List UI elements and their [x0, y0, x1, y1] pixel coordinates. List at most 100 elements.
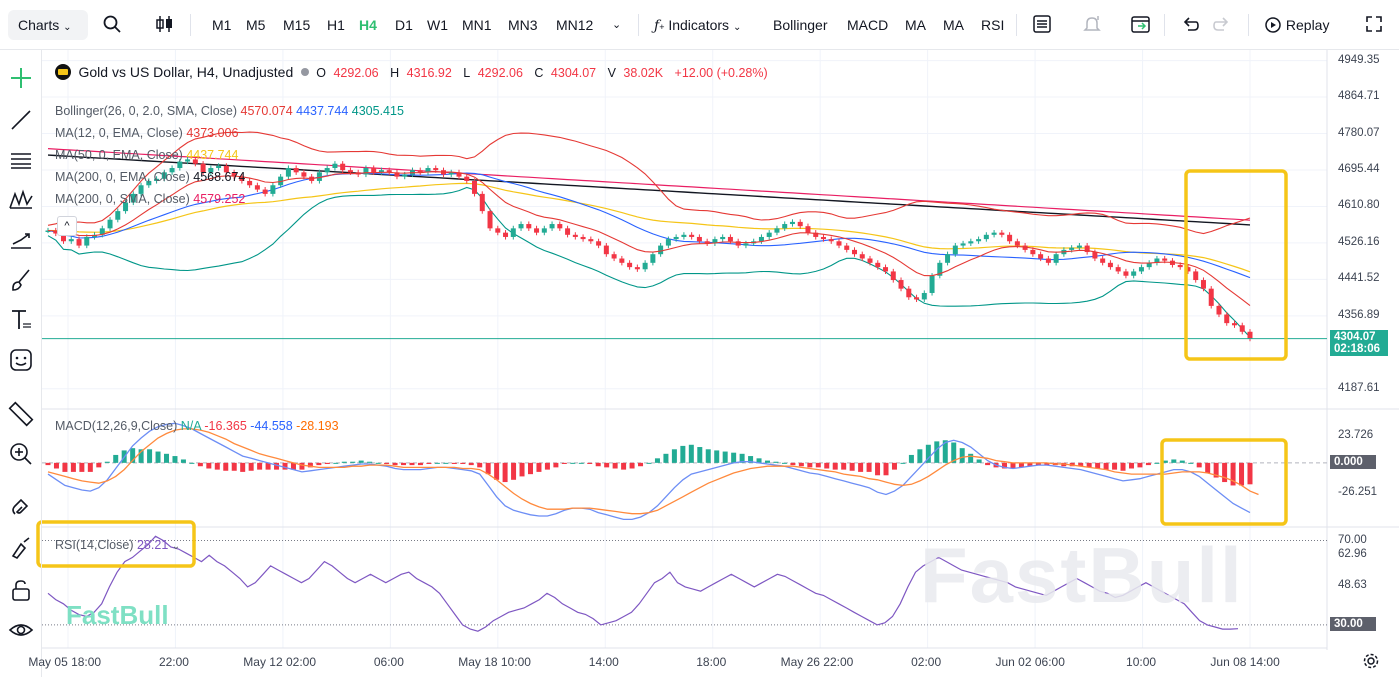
- interval-h1[interactable]: H1: [327, 17, 345, 33]
- layout-icon[interactable]: [1032, 14, 1052, 36]
- interval-m5[interactable]: M5: [246, 17, 266, 33]
- brush-icon[interactable]: [7, 266, 35, 294]
- rsi-tick-label: 62.96: [1338, 548, 1367, 561]
- interval-mn12[interactable]: MN12: [556, 17, 594, 33]
- indicator-ma12-legend[interactable]: MA(12, 0, EMA, Close) 4373.006: [55, 126, 239, 140]
- macd-pane: [42, 422, 1327, 521]
- emoji-icon[interactable]: [7, 346, 35, 374]
- candle-body: [472, 180, 478, 194]
- ma200-ema-line: [47, 154, 1251, 226]
- candle-body: [580, 236, 586, 240]
- calendar-replay-icon[interactable]: [1130, 14, 1152, 36]
- chevron-down-icon: ⌄: [732, 22, 742, 33]
- macd-histogram-bar: [798, 462, 804, 467]
- charts-menu-button[interactable]: Charts ⌄: [8, 10, 88, 40]
- interval-h4[interactable]: H4: [359, 17, 377, 33]
- indicator-ma200-sma-legend[interactable]: MA(200, 0, SMA, Close) 4579.252: [55, 192, 246, 206]
- candle-body: [1154, 258, 1160, 263]
- highlight-box-macd: [1160, 438, 1288, 526]
- quick-indicator-ma[interactable]: MA: [905, 17, 926, 33]
- macd-histogram-bar: [240, 462, 246, 472]
- macd-histogram-bar: [739, 453, 745, 463]
- quick-indicator-rsi[interactable]: RSI: [981, 17, 1005, 33]
- macd-histogram-bar: [1035, 462, 1041, 466]
- macd-histogram-bar: [282, 462, 288, 470]
- macd-histogram-bar: [612, 462, 618, 469]
- fullscreen-icon[interactable]: [1364, 14, 1384, 36]
- pattern-icon[interactable]: [7, 186, 35, 214]
- macd-legend[interactable]: MACD(12,26,9,Close) N/A -16.365 -44.558 …: [55, 419, 339, 433]
- macd-histogram-bar: [1044, 462, 1050, 466]
- candle-body: [1030, 249, 1036, 255]
- macd-histogram-bar: [519, 462, 525, 477]
- interval-d1[interactable]: D1: [395, 17, 413, 33]
- indicator-ma200-ema-legend[interactable]: MA(200, 0, EMA, Close) 4568.674: [55, 170, 246, 184]
- interval-w1[interactable]: W1: [427, 17, 448, 33]
- indicators-button[interactable]: ƒ+ Indicators ⌄: [654, 14, 741, 36]
- candle-body: [945, 254, 951, 263]
- macd-histogram-bar: [875, 462, 881, 476]
- horizontal-lines-icon[interactable]: [7, 146, 35, 174]
- candle-body: [999, 232, 1005, 235]
- collapse-legend-icon[interactable]: ^: [57, 216, 77, 236]
- macd-histogram-bar: [502, 462, 508, 483]
- text-tool-icon[interactable]: [7, 306, 35, 334]
- search-icon[interactable]: [102, 14, 122, 36]
- macd-histogram-bar: [1086, 462, 1092, 468]
- candle-body: [371, 168, 377, 173]
- macd-histogram-bar: [917, 449, 923, 463]
- undo-icon[interactable]: [1180, 14, 1200, 36]
- quick-indicator-macd[interactable]: MACD: [847, 17, 889, 33]
- magnet-icon[interactable]: [7, 494, 35, 522]
- legend-change: +12.00 (+0.28%): [674, 66, 768, 80]
- quick-indicator-bollinger[interactable]: Bollinger: [773, 17, 828, 33]
- crosshair-icon[interactable]: [7, 64, 35, 92]
- macd-histogram-bar: [460, 462, 466, 464]
- macd-histogram-bar: [248, 462, 254, 471]
- macd-histogram-bar: [1095, 462, 1101, 469]
- trend-line-icon[interactable]: [7, 106, 35, 134]
- candle-body: [340, 163, 346, 171]
- candle-body: [1216, 305, 1222, 315]
- redo-icon[interactable]: [1212, 14, 1232, 36]
- macd-histogram-bar: [1239, 462, 1245, 486]
- settings-gear-icon[interactable]: [1362, 652, 1380, 670]
- replay-button[interactable]: Replay: [1264, 14, 1329, 36]
- lock-drawings-icon[interactable]: [7, 534, 35, 562]
- candle-body: [448, 172, 454, 175]
- lock-icon[interactable]: [7, 576, 35, 604]
- eye-icon[interactable]: [7, 616, 35, 644]
- interval-m1[interactable]: M1: [212, 17, 232, 33]
- zoom-in-icon[interactable]: [7, 440, 35, 468]
- replay-icon: [1264, 17, 1282, 33]
- macd-histogram-bar: [79, 462, 85, 472]
- interval-m15[interactable]: M15: [283, 17, 311, 33]
- interval-mn3[interactable]: MN3: [508, 17, 538, 33]
- candle-body: [588, 239, 594, 242]
- indicator-bollinger-legend[interactable]: Bollinger(26, 0, 2.0, SMA, Close) 4570.0…: [55, 104, 404, 118]
- macd-histogram-bar: [1137, 462, 1143, 468]
- macd-histogram-bar: [206, 462, 212, 469]
- interval-dropdown-icon[interactable]: ⌄: [612, 19, 622, 31]
- candle-body: [270, 185, 276, 194]
- price-tick-label: 4780.07: [1338, 126, 1380, 139]
- ma50-line: [47, 182, 1251, 273]
- macd-histogram-bar: [1162, 460, 1168, 463]
- candle-body: [890, 271, 896, 281]
- price-pane: [42, 131, 1327, 342]
- quick-indicator-ma-2[interactable]: MA: [943, 17, 964, 33]
- macd-histogram-bar: [714, 450, 720, 463]
- indicator-ma50-legend[interactable]: MA(50, 0, EMA, Close) 4437.744: [55, 148, 239, 162]
- candle-type-icon[interactable]: [154, 14, 176, 36]
- ruler-icon[interactable]: [7, 400, 35, 428]
- rsi-legend[interactable]: RSI(14,Close) 28.21 ⌄: [55, 538, 181, 552]
- candle-body: [417, 170, 423, 173]
- alert-icon[interactable]: [1082, 14, 1102, 36]
- forecast-icon[interactable]: [7, 226, 35, 254]
- macd-histogram-bar: [316, 462, 322, 466]
- candle-body: [332, 163, 338, 169]
- candle-body: [185, 159, 191, 162]
- candle-body: [937, 262, 943, 276]
- interval-mn1[interactable]: MN1: [462, 17, 492, 33]
